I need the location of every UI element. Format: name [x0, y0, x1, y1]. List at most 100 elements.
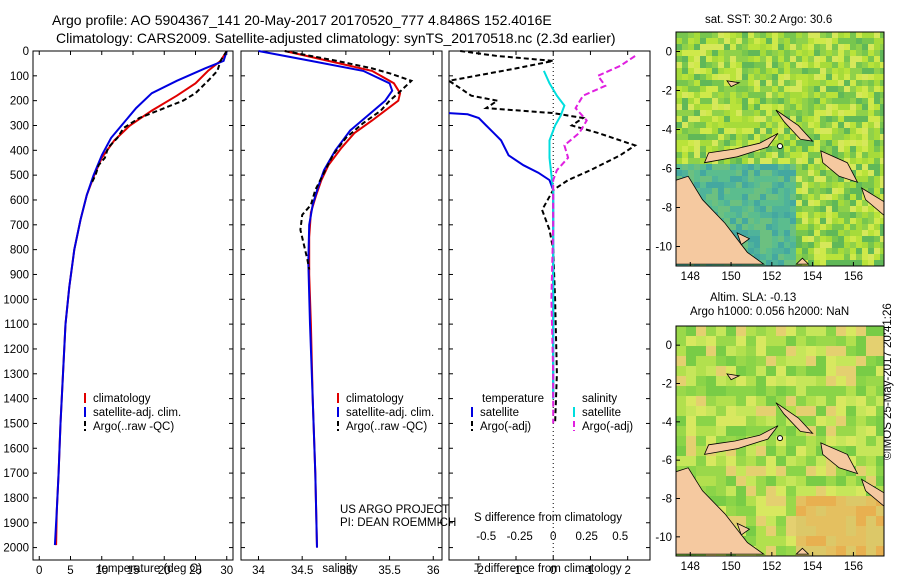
map-cell — [778, 218, 784, 224]
salinity-series-line — [284, 50, 402, 548]
map-cell — [826, 56, 832, 62]
map-cell — [844, 188, 850, 194]
map-cell — [756, 416, 766, 426]
map-cell — [784, 44, 790, 50]
map-cell — [688, 158, 694, 164]
map-cell — [796, 68, 802, 74]
map-cell — [766, 116, 772, 122]
map-cell — [776, 356, 786, 366]
land-polygon — [703, 425, 779, 455]
map-cell — [874, 164, 880, 170]
map-cell — [826, 170, 832, 176]
map-cell — [754, 182, 760, 188]
map-cell — [706, 104, 712, 110]
map-cell — [814, 134, 820, 140]
map-cell — [880, 194, 884, 200]
map-cell — [724, 44, 730, 50]
map-cell — [808, 62, 814, 68]
map-cell — [676, 164, 682, 170]
map-cell — [754, 206, 760, 212]
map-cell — [850, 146, 856, 152]
map-cell — [796, 376, 806, 386]
map-cell — [832, 176, 838, 182]
map-cell — [856, 32, 862, 38]
map-cell — [796, 406, 806, 416]
map-cell — [724, 86, 730, 92]
map-cell — [730, 62, 736, 68]
map-cell — [706, 62, 712, 68]
map-cell — [748, 62, 754, 68]
map-cell — [694, 158, 700, 164]
map-cell — [786, 406, 796, 416]
map-cell — [796, 32, 802, 38]
map-cell — [808, 104, 814, 110]
map-cell — [778, 50, 784, 56]
map-cell — [856, 516, 866, 526]
map-cell — [742, 182, 748, 188]
legend-label: satellite — [582, 407, 621, 419]
map-cell — [862, 254, 868, 260]
map-cell — [850, 194, 856, 200]
map-cell — [856, 426, 866, 436]
map-cell — [778, 236, 784, 242]
map-cell — [814, 146, 820, 152]
map-cell — [736, 506, 746, 516]
map-cell — [756, 346, 766, 356]
map-cell — [796, 188, 802, 194]
map-cell — [696, 476, 706, 486]
map-cell — [856, 248, 862, 254]
map-cell — [786, 536, 796, 546]
map-cell — [790, 116, 796, 122]
map-cell — [786, 476, 796, 486]
map-cell — [868, 188, 874, 194]
map-cell — [846, 546, 856, 556]
map-cell — [796, 80, 802, 86]
map-cell — [786, 396, 796, 406]
map-cell — [826, 356, 836, 366]
map-cell — [742, 68, 748, 74]
map-cell — [766, 496, 776, 506]
map-cell — [806, 336, 816, 346]
map-cell — [814, 254, 820, 260]
map-cell — [796, 122, 802, 128]
map-cell — [874, 212, 880, 218]
map-cell — [772, 152, 778, 158]
map-cell — [820, 236, 826, 242]
map-cell — [736, 336, 746, 346]
map-cell — [850, 254, 856, 260]
map-cell — [814, 80, 820, 86]
map-cell — [730, 224, 736, 230]
map-cell — [838, 152, 844, 158]
map-cell — [868, 218, 874, 224]
map-cell — [700, 50, 706, 56]
map-cell — [784, 158, 790, 164]
map-cell — [832, 206, 838, 212]
map-cell — [766, 248, 772, 254]
map-cell — [694, 74, 700, 80]
map-cell — [880, 224, 884, 230]
map-cell — [856, 206, 862, 212]
map-cell — [826, 224, 832, 230]
map-cell — [724, 140, 730, 146]
map-cell — [880, 134, 884, 140]
map-cell — [866, 406, 876, 416]
map-cell — [676, 146, 682, 152]
map-cell — [832, 254, 838, 260]
map-cell — [826, 200, 832, 206]
depth-tick-label: 1400 — [3, 394, 29, 406]
map-cell — [796, 336, 806, 346]
map-cell — [808, 212, 814, 218]
map-cell — [836, 376, 846, 386]
map-cell — [736, 446, 746, 456]
map-cell — [816, 336, 826, 346]
map-cell — [778, 152, 784, 158]
map-cell — [688, 50, 694, 56]
map-xtick-label: 150 — [721, 561, 740, 573]
map-cell — [766, 128, 772, 134]
map-cell — [844, 194, 850, 200]
map-cell — [784, 260, 790, 266]
map-cell — [778, 176, 784, 182]
map-cell — [814, 224, 820, 230]
map-cell — [696, 446, 706, 456]
map-cell — [766, 476, 776, 486]
